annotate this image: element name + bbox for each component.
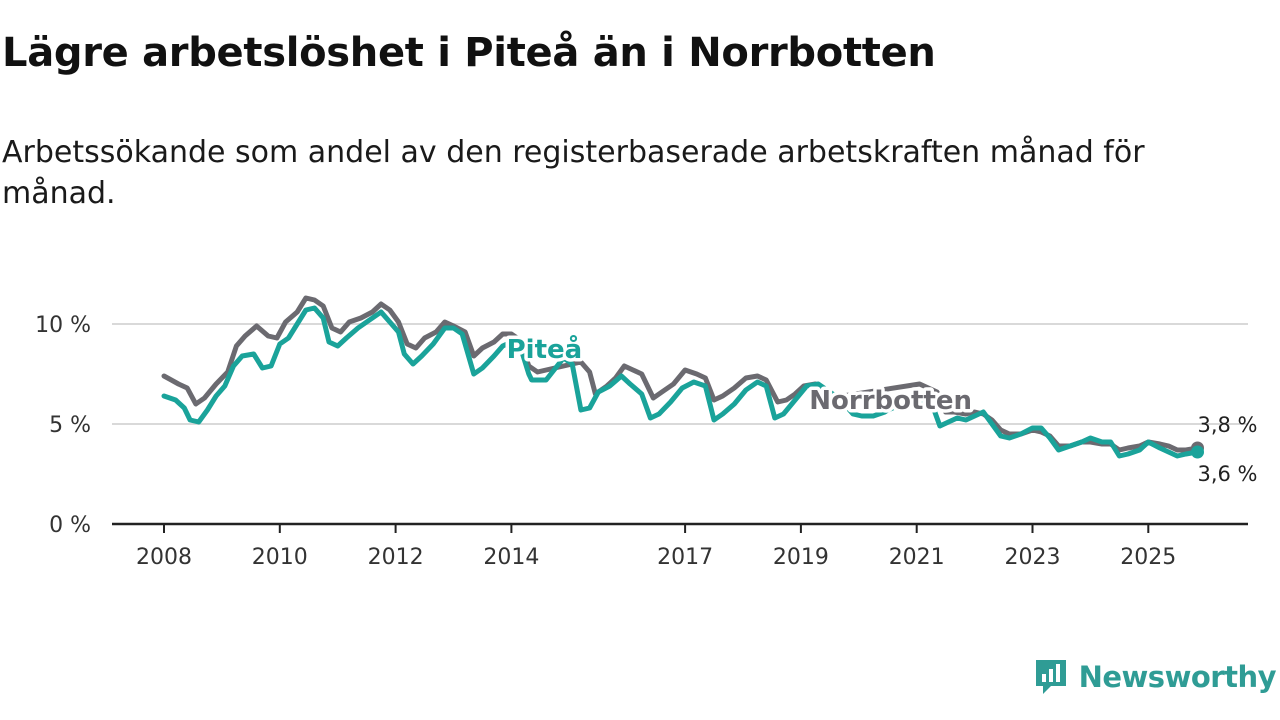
brand[interactable]: Newsworthy (1033, 658, 1277, 696)
series-line-norrbotten (161, 295, 1200, 453)
x-tick-label: 2025 (1120, 545, 1176, 570)
end-label-norrbotten: 3,8 % (1197, 413, 1257, 437)
x-tick-label: 2021 (889, 545, 945, 570)
y-tick-label: 0 % (49, 513, 91, 538)
series-line-piteå (161, 305, 1200, 459)
x-tick-label: 2014 (483, 545, 539, 570)
x-tick-label: 2010 (252, 545, 308, 570)
series-label-pitea: Piteå (507, 333, 583, 365)
end-label-pitea: 3,6 % (1197, 462, 1257, 486)
x-tick-label: 2019 (773, 545, 829, 570)
series-layer (161, 295, 1205, 459)
x-tick-label: 2023 (1005, 545, 1061, 570)
chart-subtitle: Arbetssökande som andel av den registerb… (2, 135, 1145, 211)
y-tick-label: 5 % (49, 413, 91, 438)
newsworthy-logo-icon (1035, 660, 1066, 694)
x-tick-label: 2012 (368, 545, 424, 570)
end-point-piteå (1191, 445, 1205, 459)
grid-layer (112, 323, 1248, 526)
x-tick-label: 2017 (657, 545, 713, 570)
y-axis-ticks: 0 % 5 % 10 % (35, 313, 91, 538)
label-layer: 3,8 % 3,6 % Piteå Norrbotten (503, 330, 1257, 487)
y-tick-label: 10 % (35, 313, 91, 338)
x-axis-ticks: 2008 2010 2012 2014 2017 2019 2021 2023 2025 (136, 524, 1176, 570)
x-tick-label: 2008 (136, 545, 192, 570)
chart-title: Lägre arbetslöshet i Piteå än i Norrbott… (2, 30, 936, 76)
series-label-norrbotten: Norrbotten (809, 386, 972, 416)
brand-name: Newsworthy (1078, 660, 1277, 694)
